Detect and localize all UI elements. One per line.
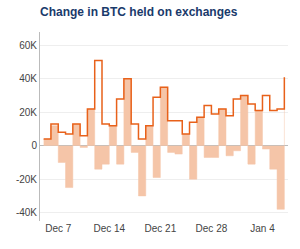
svg-text:Dec 28: Dec 28 (196, 223, 228, 234)
svg-text:Jan 4: Jan 4 (250, 223, 275, 234)
svg-text:Change in BTC held on exchange: Change in BTC held on exchanges (40, 5, 238, 19)
svg-text:Dec 21: Dec 21 (145, 223, 177, 234)
svg-text:Dec 14: Dec 14 (93, 223, 125, 234)
svg-text:0: 0 (31, 140, 37, 151)
svg-text:-20K: -20K (16, 174, 37, 185)
svg-text:60K: 60K (19, 40, 37, 51)
svg-text:Dec 7: Dec 7 (45, 223, 72, 234)
svg-text:-40K: -40K (16, 207, 37, 218)
svg-text:20K: 20K (19, 107, 37, 118)
svg-text:40K: 40K (19, 73, 37, 84)
